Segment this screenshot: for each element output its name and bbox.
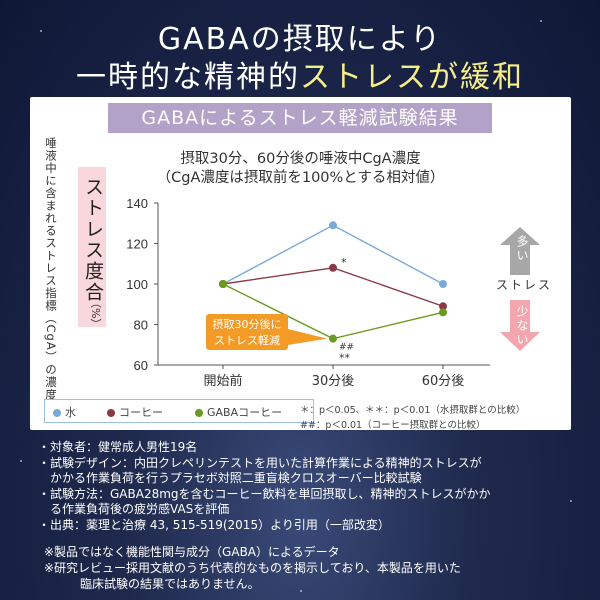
footnote-2-cont: 臨床試験の結果ではありません。 [80, 577, 260, 591]
star [300, 590, 302, 592]
series-line-0 [222, 224, 444, 285]
headline-line-2: 一時的な精神的ストレスが緩和 [0, 52, 600, 96]
legend-dot-gaba-coffee [195, 409, 203, 417]
y-tick-label: 120 [126, 237, 148, 252]
study-notes: ・対象者：健常成人男性19名 ・試験デザイン：内田クレペリンテストを用いた計算作… [38, 440, 578, 533]
legend-item-water: 水 [53, 404, 76, 420]
x-tick-label: 開始前 [203, 373, 242, 389]
chart-subtitle: （CgA濃度は摂取前を100%とする相対値） [156, 170, 445, 186]
y-tick-label: 100 [126, 277, 148, 292]
significance-note-1: ＊：p＜0.05、＊＊：p＜0.01（水摂取群との比較） [300, 405, 526, 416]
more-label: 多い [515, 235, 529, 263]
legend-label-gaba-coffee: GABAコーヒー [207, 406, 283, 419]
chart-title: 摂取30分、60分後の唾液中CgA濃度 [180, 151, 421, 167]
legend-dot-water [53, 409, 61, 417]
note-design-cont: かかる作業負荷を行うプラセボ対照二重盲検クロスオーバー比較試験 [50, 471, 422, 485]
legend-dot-coffee [107, 409, 115, 417]
callout-line-1: 摂取30分後に [212, 318, 282, 331]
star [540, 20, 542, 22]
data-point-0-2 [439, 280, 447, 288]
legend-label-water: 水 [65, 406, 76, 419]
note-subjects: ・対象者：健常成人男性19名 [38, 440, 198, 454]
chart-card: GABAによるストレス軽減試験結果 摂取30分、60分後の唾液中CgA濃度 （C… [30, 97, 571, 431]
data-point-0-1 [329, 221, 337, 230]
significance-hash: ## [339, 343, 354, 353]
callout-line-2: ストレス軽減 [214, 334, 280, 347]
legend-item-gaba-coffee: GABAコーヒー [195, 404, 282, 420]
stress-unit: （%） [89, 297, 102, 330]
headline-line-2-a: 一時的な精神的 [76, 60, 300, 95]
y-tick-label: 140 [126, 196, 148, 211]
y-tick-label: 60 [134, 358, 148, 373]
significance-star: * [341, 256, 347, 269]
footnotes: ※製品ではなく機能性関与成分（GABA）によるデータ ※研究レビュー採用文献のう… [44, 544, 461, 592]
headline-line-2-highlight: ストレスが緩和 [300, 60, 524, 95]
card-title: GABAによるストレス軽減試験結果 [108, 103, 492, 133]
footnote-2: ※研究レビュー採用文献のうち代表的なものを掲示しており、本製品を用いた [44, 561, 461, 575]
significance-note-2: ##：p＜0.01（コーヒー摂取群との比較） [300, 420, 486, 431]
stress-label-box [78, 167, 106, 327]
note-method-cont: る作業負荷後の疲労感VASを評価 [50, 502, 230, 516]
note-design: ・試験デザイン：内田クレペリンテストを用いた計算作業による精神的ストレスが [38, 455, 482, 470]
data-point-2-1 [329, 334, 337, 343]
note-source: ・出典：薬理と治療 43, 515-519(2015）より引用（一部改変） [38, 517, 390, 532]
x-tick-label: 60分後 [422, 374, 465, 389]
star [40, 30, 42, 32]
more-stress-arrow [500, 227, 540, 275]
star [20, 460, 22, 462]
callout-pointer [288, 329, 327, 345]
star [480, 80, 482, 82]
star [120, 70, 122, 72]
chart-svg: 60 80 100 120 140 開始前 30分後 60分後 * ##** [126, 196, 540, 389]
footnote-1: ※製品ではなく機能性関与成分（GABA）によるデータ [44, 545, 340, 559]
headline-line-1: GABAの摂取により [157, 22, 443, 57]
stress-side-label: ストレス [496, 278, 553, 292]
stress-label: ストレス度合 [82, 177, 104, 303]
less-stress-arrow [500, 300, 540, 351]
data-point-1-1 [329, 263, 337, 272]
legend-item-coffee: コーヒー [107, 404, 163, 420]
star [570, 500, 572, 502]
y-axis-label: 唾液中に含まれるストレス指標（CgA）の濃度 [44, 137, 58, 401]
data-point-2-2 [439, 308, 447, 317]
data-point-2-0 [219, 280, 227, 288]
note-method: ・試験方法：GABA28mgを含むコーヒー飲料を単回摂取し、精神的ストレスがかか [38, 486, 491, 501]
less-label: 少ない [515, 305, 529, 347]
x-tick-label: 30分後 [312, 374, 355, 389]
legend: 水 コーヒー GABAコーヒー [44, 399, 314, 423]
y-tick-label: 80 [134, 318, 148, 333]
legend-label-coffee: コーヒー [119, 406, 163, 419]
callout-stress-relief: 摂取30分後に ストレス軽減 [206, 314, 288, 350]
data-point-1-2 [439, 302, 447, 311]
significance-double-star: ** [339, 352, 351, 365]
